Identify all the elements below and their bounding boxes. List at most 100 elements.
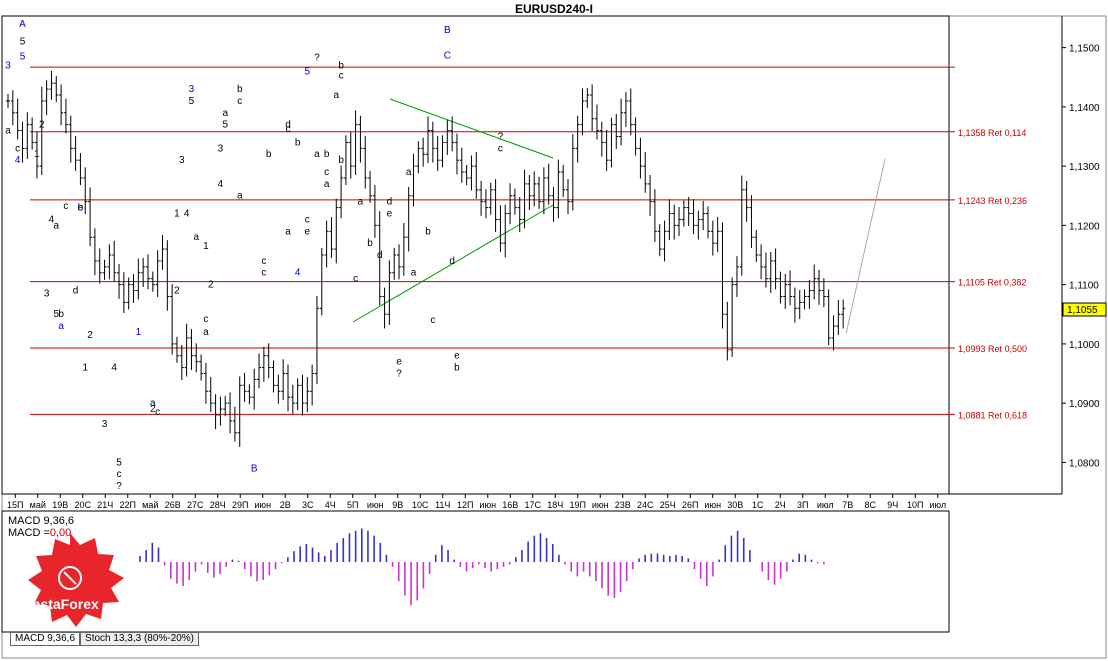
tab-macd[interactable]: MACD 9,36,6 — [10, 632, 81, 646]
candle — [10, 90, 15, 126]
x-tick-label: 29П — [232, 500, 248, 510]
x-tick-label: июн — [254, 500, 271, 510]
candle — [218, 396, 223, 426]
x-tick-label: май — [142, 500, 158, 510]
candle — [623, 92, 628, 128]
x-tick-label: 20С — [74, 500, 91, 510]
current-price-label: 1,1055 — [1067, 305, 1098, 316]
y-tick-label: 1,0800 — [1069, 458, 1100, 469]
candle — [792, 287, 797, 323]
candle — [763, 252, 768, 288]
candle — [343, 135, 348, 186]
wave-label: 1 — [82, 363, 88, 374]
wave-label: c — [305, 214, 310, 225]
candle — [464, 164, 469, 186]
macd-pane[interactable] — [1, 510, 950, 633]
x-tick-label: 23В — [615, 500, 631, 510]
candle — [88, 187, 93, 247]
x-tick-label: 26В — [165, 500, 181, 510]
wave-label: 4 — [184, 208, 190, 219]
candle — [6, 93, 10, 109]
candle — [401, 223, 406, 276]
candle — [329, 217, 334, 258]
candle — [363, 135, 368, 189]
candle — [802, 289, 807, 310]
forecast-segment — [845, 158, 886, 334]
wave-label: 2 — [174, 286, 180, 297]
candle — [483, 189, 488, 219]
x-tick-label: 19В — [52, 500, 68, 510]
wave-label: c — [498, 143, 503, 154]
candle — [146, 254, 150, 290]
candle — [628, 88, 633, 136]
candle — [314, 295, 319, 385]
candle — [208, 377, 213, 413]
candle — [261, 346, 266, 382]
candle — [725, 301, 730, 361]
chart-title: EURUSD240-I — [514, 2, 594, 16]
candle — [266, 343, 271, 379]
wave-label: 3 — [189, 84, 195, 95]
candlestick-series — [6, 70, 846, 447]
candle — [580, 88, 585, 136]
candle — [508, 183, 513, 225]
candle — [638, 137, 643, 179]
candle — [368, 170, 373, 203]
level-label: 1,1358 Ret 0,114 — [958, 128, 1026, 138]
indicator-tabs: MACD 9,36,6 Stoch 13,3,3 (80%-20%) — [10, 632, 199, 646]
candle — [831, 315, 836, 351]
candle — [715, 217, 720, 253]
candle — [546, 163, 551, 205]
wave-label: a — [285, 226, 291, 237]
wave-label: c — [353, 274, 358, 285]
candle — [310, 364, 315, 406]
x-tick-label: май — [30, 500, 46, 510]
candle — [527, 175, 532, 210]
candle — [426, 116, 430, 164]
candle — [228, 392, 233, 434]
y-tick-label: 1,1200 — [1069, 221, 1100, 232]
macd-histogram — [139, 528, 825, 606]
candle — [841, 299, 846, 329]
wave-label: 1 — [136, 327, 142, 338]
y-tick-label: 1,0900 — [1069, 399, 1100, 410]
candle — [614, 113, 619, 149]
wave-label: c — [203, 314, 208, 325]
candle — [778, 271, 783, 304]
price-axis[interactable]: 1,1500 1,1400 1,1300 1,1200 1,1100 1,1000 1,09… — [1062, 44, 1100, 470]
candle — [97, 248, 102, 284]
candle — [744, 180, 749, 222]
wave-label: a — [358, 197, 364, 208]
wave-label: b — [324, 149, 330, 160]
time-axis[interactable]: 15П май 19В 20С 21Ч 22П май 26В 27С 28Ч 29П июн 2В 3С… — [7, 494, 946, 510]
candle — [541, 167, 546, 215]
wave-label: 5 — [305, 66, 311, 77]
wave-label: 5 — [20, 37, 26, 48]
wave-label: d — [73, 286, 79, 297]
x-tick-label: 27С — [187, 500, 204, 510]
x-tick-label: 10П — [907, 500, 923, 510]
tab-stoch[interactable]: Stoch 13,3,3 (80%-20%) — [80, 632, 199, 646]
candle — [594, 104, 599, 140]
candle — [300, 374, 305, 416]
candle — [397, 244, 402, 280]
wave-label: 5 — [222, 120, 228, 131]
candle — [319, 247, 324, 316]
wave-label: 2 — [150, 404, 156, 415]
candle — [797, 289, 802, 319]
candle — [773, 248, 778, 290]
wave-label: b — [295, 137, 301, 148]
x-tick-label: 3П — [797, 500, 808, 510]
candle — [474, 151, 479, 199]
candle — [445, 119, 450, 155]
candle — [817, 269, 822, 305]
candle — [662, 220, 667, 262]
x-tick-label: 26П — [682, 500, 698, 510]
y-tick-label: 1,1400 — [1069, 103, 1100, 114]
candle — [667, 199, 672, 241]
y-tick-label: 1,1100 — [1069, 281, 1099, 292]
x-tick-label: 2В — [280, 500, 291, 510]
x-tick-label: 2Ч — [775, 500, 786, 510]
candle — [117, 263, 122, 299]
candle — [652, 189, 657, 242]
